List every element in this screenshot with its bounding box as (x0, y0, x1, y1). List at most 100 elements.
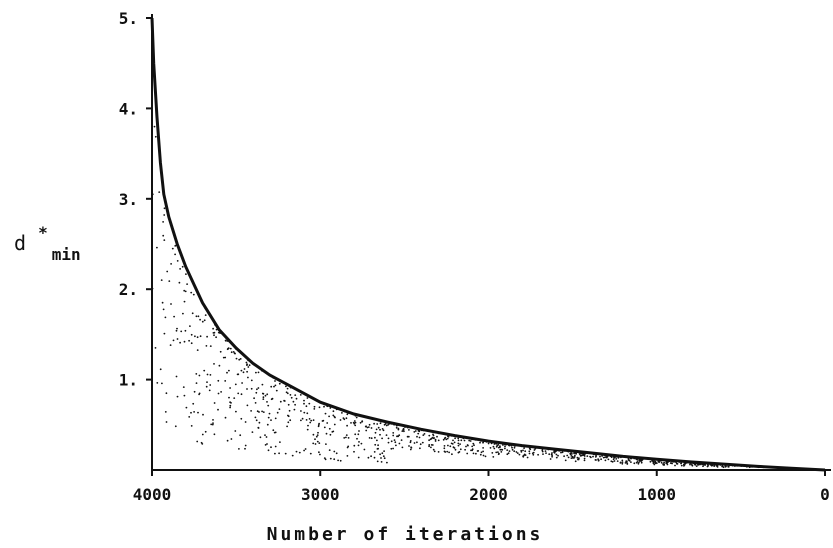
scatter-point (473, 438, 475, 440)
scatter-point (314, 438, 316, 441)
scatter-point (428, 439, 430, 442)
scatter-point (334, 416, 336, 419)
scatter-point (390, 422, 393, 425)
scatter-point (506, 453, 509, 456)
scatter-point (353, 420, 356, 422)
scatter-point (349, 412, 351, 415)
scatter-point (274, 431, 277, 434)
scatter-point (300, 419, 302, 422)
scatter-point (427, 429, 430, 432)
scatter-point (360, 442, 363, 445)
scatter-point (408, 445, 410, 447)
scatter-point (312, 419, 315, 421)
scatter-point (549, 458, 552, 460)
scatter-point (388, 421, 390, 424)
scatter-point (417, 432, 420, 435)
scatter-point (600, 458, 602, 461)
scatter-point (182, 312, 184, 315)
scatter-point (346, 410, 349, 413)
scatter-point (548, 453, 551, 456)
scatter-point (262, 411, 265, 413)
scatter-point (690, 462, 693, 464)
scatter-point (621, 461, 624, 463)
scatter-point (163, 332, 166, 335)
scatter-point (380, 457, 382, 459)
scatter-point (262, 392, 265, 395)
scatter-point (732, 464, 734, 466)
y-tick-label: 5. (119, 9, 138, 28)
scatter-point (443, 445, 446, 447)
scatter-point (291, 454, 294, 457)
scatter-point (421, 441, 424, 444)
scatter-point (212, 422, 214, 424)
scatter-point (592, 452, 594, 455)
scatter-point (669, 462, 672, 464)
scatter-point (639, 458, 642, 461)
scatter-point (594, 459, 597, 461)
scatter-point (383, 457, 386, 460)
scatter-point (303, 402, 305, 405)
scatter-point (252, 363, 255, 365)
scatter-point (497, 446, 500, 449)
scatter-point (561, 451, 564, 454)
scatter-point (357, 433, 360, 436)
scatter-point (301, 417, 304, 420)
scatter-point (209, 384, 212, 386)
scatter-point (354, 424, 357, 427)
scatter-point (460, 439, 463, 442)
scatter-point (274, 452, 276, 455)
scatter-point (234, 383, 237, 386)
scatter-point (707, 464, 709, 467)
scatter-point (365, 429, 368, 432)
scatter-point (261, 369, 263, 372)
scatter-point (273, 385, 275, 388)
scatter-marks (150, 17, 826, 472)
scatter-point (459, 436, 462, 438)
x-tick-label: 3000 (301, 485, 340, 504)
scatter-point (511, 446, 513, 449)
scatter-point (518, 453, 521, 456)
scatter-point (233, 352, 236, 354)
scatter-point (615, 458, 618, 460)
scatter-point (264, 444, 267, 446)
scatter-point (613, 456, 616, 458)
scatter-point (240, 369, 243, 372)
scatter-point (220, 391, 223, 393)
scatter-point (469, 440, 472, 442)
scatter-point (468, 437, 470, 440)
scatter-point (381, 452, 384, 455)
scatter-point (650, 457, 653, 460)
scatter-point (577, 458, 580, 461)
scatter-point (495, 441, 497, 444)
scatter-point (303, 411, 306, 414)
scatter-point (708, 462, 711, 465)
scatter-point (523, 447, 525, 449)
scatter-point (480, 440, 482, 442)
scatter-point (633, 457, 636, 460)
scatter-point (335, 408, 338, 411)
scatter-point (353, 422, 356, 425)
scatter-point (499, 445, 501, 447)
scatter-point (248, 364, 251, 367)
scatter-point (323, 405, 325, 408)
scatter-point (197, 315, 200, 318)
scatter-point (247, 376, 249, 379)
scatter-point (531, 452, 534, 455)
scatter-point (377, 426, 380, 429)
scatter-point (379, 453, 381, 456)
scatter-point (153, 125, 156, 128)
scatter-point (191, 280, 194, 283)
scatter-point (532, 446, 535, 449)
scatter-point (467, 444, 469, 447)
scatter-point (265, 436, 268, 438)
scatter-point (339, 419, 342, 421)
scatter-point (408, 429, 410, 431)
scatter-point (217, 392, 220, 395)
scatter-point (577, 450, 579, 453)
y-tick-label: 3. (119, 190, 138, 209)
scatter-point (601, 455, 603, 457)
scatter-point (492, 445, 495, 448)
scatter-point (195, 315, 198, 318)
scatter-point (353, 413, 356, 416)
